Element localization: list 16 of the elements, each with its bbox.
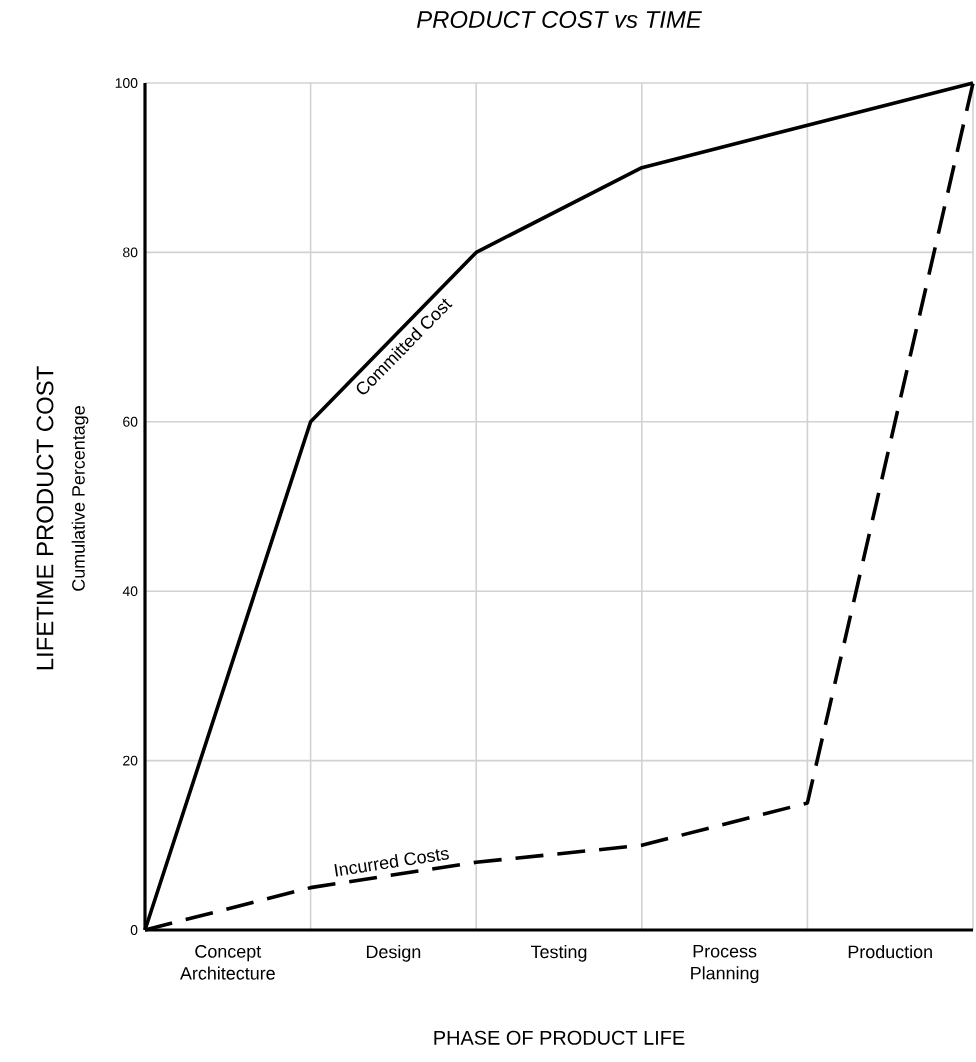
text: Concept Architecture <box>179 945 275 980</box>
text: Design <box>366 945 421 962</box>
y-tick-label: 100 <box>115 78 138 88</box>
y-tick-label: 80 <box>123 247 138 258</box>
text: Cumulative Percentage <box>71 406 89 591</box>
y-tick-label: 0 <box>130 925 138 935</box>
x-axis-title: PHASE OF PRODUCT LIFE <box>434 1030 685 1045</box>
y-tick-label: 20 <box>123 755 138 766</box>
text: Incurred Costs <box>334 849 449 877</box>
y-tick-label: 40 <box>122 586 138 597</box>
chart-title: PRODUCT COST vs TIME <box>416 11 702 28</box>
y-axis-title: LIFETIME PRODUCT COST <box>36 366 54 670</box>
text: Process Planning <box>691 945 759 984</box>
text: Production <box>848 945 932 959</box>
y-tick-label: 60 <box>123 416 138 427</box>
text: Testing <box>531 945 587 962</box>
